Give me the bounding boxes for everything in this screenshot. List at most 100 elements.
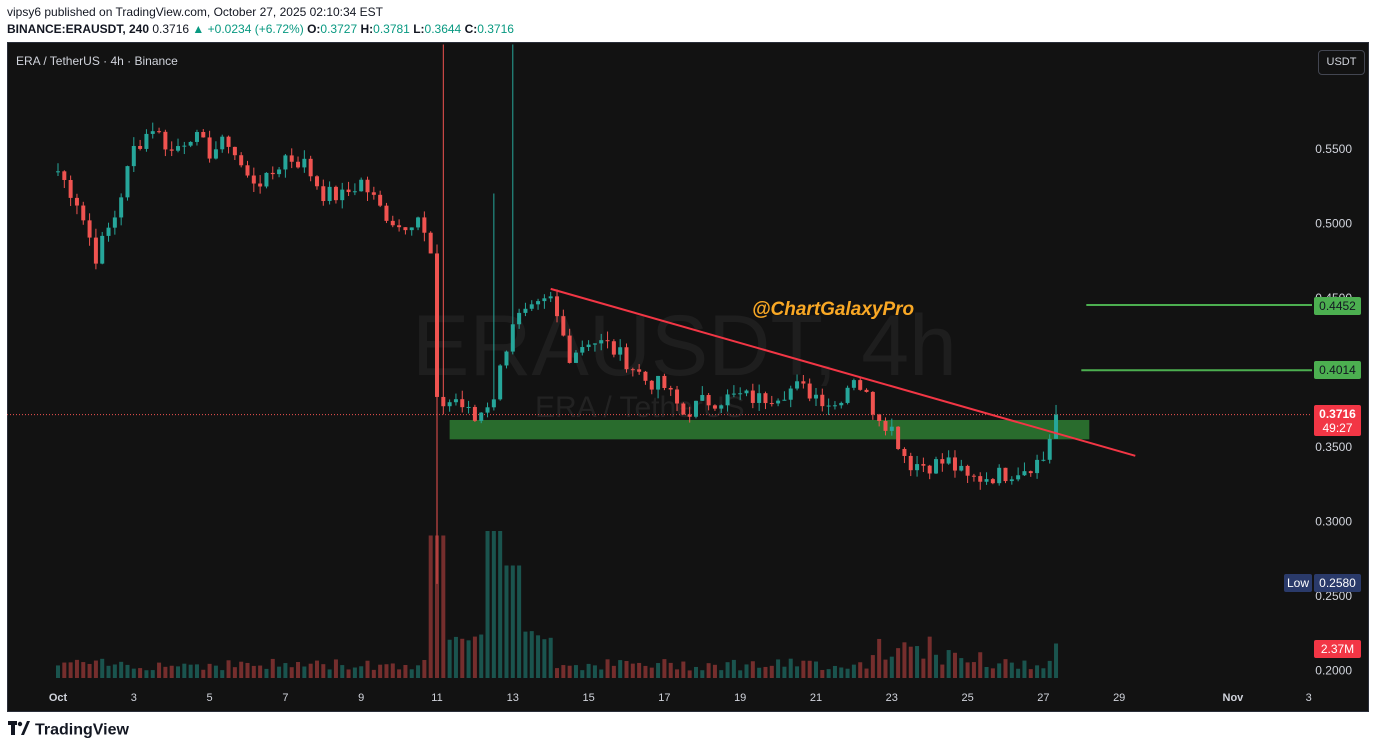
candle-body (997, 467, 1002, 484)
level-tag-1-text: 0.4452 (1319, 299, 1356, 313)
candle-body (561, 316, 566, 336)
candle-body (883, 421, 888, 431)
footer-brand: TradingView (8, 721, 129, 740)
candle-body (542, 298, 547, 302)
candle-body (504, 351, 509, 366)
publish-info: vipsy6 published on TradingView.com, Oct… (7, 5, 384, 19)
time-tick: 3 (1306, 692, 1312, 704)
candle-body (314, 176, 319, 187)
price-tick: 0.2000 (1315, 663, 1352, 677)
low-tag-value: 0.2580 (1319, 576, 1356, 590)
volume-bar (384, 664, 389, 678)
volume-bar (428, 535, 433, 678)
candle-body (327, 186, 332, 202)
volume-bar (643, 665, 648, 678)
volume-bar (447, 639, 452, 678)
time-tick: 17 (658, 692, 670, 704)
candle-body (649, 380, 654, 390)
candle-body (965, 465, 970, 476)
trendline[interactable] (550, 287, 1136, 457)
time-tick: 25 (961, 692, 973, 704)
volume-bar (795, 666, 800, 678)
candle-body (858, 380, 863, 390)
volume-bar (592, 665, 597, 678)
volume-bar (611, 665, 616, 678)
candle-body (68, 179, 73, 198)
candle-body (839, 402, 844, 406)
time-axis[interactable]: Oct 3 5 7 9 11 13 15 17 19 21 23 25 27 29 Nov 3 (49, 692, 1312, 704)
time-tick: 23 (886, 692, 898, 704)
volume-bar (517, 565, 522, 678)
price-chart[interactable]: ERAUSDT, 4h ERA / TetherUS @ChartGalaxyP… (7, 42, 1369, 712)
candle-body (333, 186, 338, 201)
candle-body (927, 465, 932, 474)
currency-button[interactable]: USDT (1318, 50, 1365, 75)
candle-body (725, 394, 730, 406)
volume-bar (308, 663, 313, 678)
volume-bar (757, 667, 762, 678)
candle-body (453, 399, 458, 403)
candle-body (163, 131, 168, 150)
candle-body (466, 406, 471, 408)
candle-body (409, 227, 414, 231)
volume-bar (213, 665, 218, 678)
candle-body (605, 340, 610, 342)
volume-bar (289, 667, 294, 678)
candle-body (548, 296, 553, 299)
volume-bar (194, 664, 199, 678)
volume-bar (934, 654, 939, 678)
volume-bar (529, 631, 534, 678)
time-tick: 15 (582, 692, 594, 704)
volume-bar (1041, 668, 1046, 678)
volume-bar (978, 652, 983, 678)
volume-bar (902, 642, 907, 678)
candle-body (984, 479, 989, 482)
open-value: 0.3727 (320, 22, 358, 36)
price-tick: 0.5500 (1315, 142, 1352, 156)
candle-body (74, 197, 79, 206)
candle-body (624, 347, 629, 370)
price-axis[interactable]: 0.55000.50000.45000.35000.30000.25000.20… (1315, 142, 1352, 678)
time-tick: Nov (1223, 692, 1245, 704)
volume-bar (738, 670, 743, 678)
volume-bar (68, 662, 73, 678)
candle-body (106, 227, 111, 236)
volume-bar (693, 666, 698, 678)
time-tick: 7 (282, 692, 288, 704)
candle-body (416, 217, 421, 228)
candle-body (738, 393, 743, 395)
candle-body (555, 296, 560, 317)
support-zone[interactable] (449, 419, 1090, 440)
volume-bar (649, 667, 654, 678)
candle-body (820, 394, 825, 407)
volume-bar (138, 668, 143, 678)
volume-bar (788, 658, 793, 678)
candle-body (491, 399, 496, 408)
volume-bar (100, 658, 105, 678)
candle-body (681, 403, 686, 415)
candle-body (365, 179, 370, 193)
candle-body (870, 391, 875, 415)
candle-body (959, 465, 964, 471)
candle-body (675, 389, 680, 404)
volume-bar (81, 662, 86, 678)
volume-bar (706, 663, 711, 678)
time-tick: 11 (431, 692, 442, 704)
volume-bar (889, 656, 894, 678)
candle-body (479, 412, 484, 421)
volume-bar (277, 666, 282, 678)
volume-bar (416, 665, 421, 678)
candle-body (87, 220, 92, 238)
candle-body (921, 464, 926, 466)
volume-bar (220, 670, 225, 678)
volume-bar (921, 658, 926, 678)
volume-bar (832, 665, 837, 678)
time-tick: 19 (734, 692, 746, 704)
volume-bar (1016, 668, 1021, 678)
candle-body (643, 371, 648, 381)
candle-body (580, 347, 585, 353)
volume-bar (984, 666, 989, 678)
volume-bar (435, 535, 439, 678)
candle-body (220, 136, 225, 150)
volume-bar (207, 663, 212, 678)
